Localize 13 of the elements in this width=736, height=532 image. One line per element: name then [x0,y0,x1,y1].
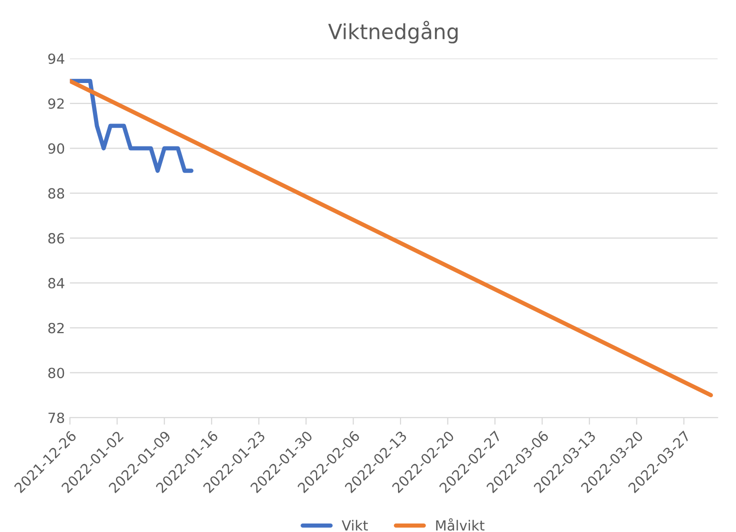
y-tick-label: 90 [48,143,64,154]
legend-label: Målvikt [436,518,484,531]
line-series [70,78,194,173]
y-tick-label: 94 [48,53,64,64]
legend-label: Vikt [342,520,368,530]
y-tick-label: 86 [48,233,64,244]
y-tick-label: 92 [48,98,64,109]
y-tick-label: 78 [48,412,64,424]
y-tick-label: 82 [48,322,64,334]
y-tick-label: 80 [48,368,64,378]
y-tick-label: 84 [48,278,64,288]
chart-title: Viktnedgång [328,20,458,44]
y-tick-label: 88 [48,188,64,199]
